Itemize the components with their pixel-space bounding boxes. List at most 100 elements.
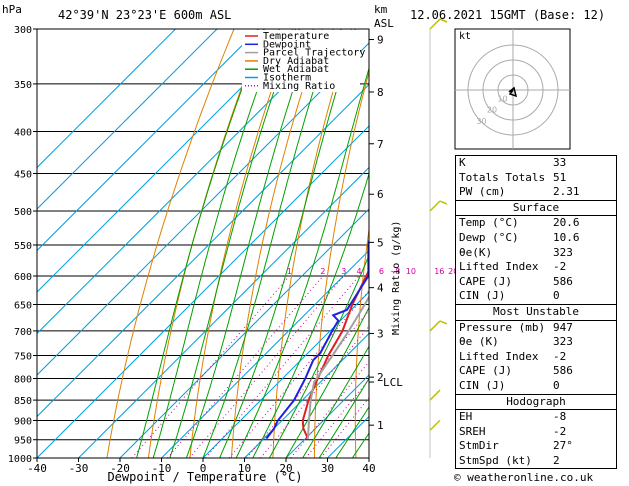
surface-row: CAPE (J) 586 — [456, 275, 616, 290]
most-unstable-label: CIN (J) — [459, 378, 506, 392]
surface-value: 0 — [553, 289, 560, 303]
hodograph-ring-label: 20 — [487, 106, 497, 115]
y-tick-label: 400 — [14, 128, 32, 139]
index-label: PW (cm) — [459, 185, 506, 199]
dry-adiabat-line — [230, 29, 323, 458]
most-unstable-value: 0 — [553, 378, 560, 392]
dry-adiabat-line — [106, 29, 235, 458]
wet-adiabat-line — [268, 254, 369, 458]
most-unstable-value: 947 — [553, 320, 573, 334]
wet-adiabat-line — [235, 66, 369, 458]
y-tick-label: 600 — [14, 272, 32, 283]
most-unstable-value: 323 — [553, 335, 573, 349]
km-tick-label: 4 — [377, 282, 384, 295]
wet-adiabat-line — [318, 377, 369, 458]
index-label: Totals Totals — [459, 170, 546, 184]
most-unstable-row: CAPE (J) 586 — [456, 364, 616, 379]
wet-adiabat-line — [219, 29, 356, 458]
y-tick-label: 1000 — [8, 454, 32, 465]
hodograph-stat-row: SREH -2 — [456, 425, 616, 440]
isotherm-line — [37, 29, 218, 210]
series-line-dewpoint — [265, 236, 369, 440]
hodograph-stat-label: StmDir — [459, 439, 499, 453]
index-row: Totals Totals 51 — [456, 171, 616, 186]
surface-row: θe(K) 323 — [456, 246, 616, 261]
km-tick-label: 5 — [377, 236, 384, 249]
mixing-ratio-label: 20 — [448, 267, 458, 276]
km-label: km — [374, 3, 388, 16]
isotherm-line — [37, 29, 301, 293]
wind-barb-flag — [439, 18, 448, 23]
surface-label: θe(K) — [459, 245, 493, 259]
isotherm-line — [37, 29, 259, 252]
mixing-ratio-label: 4 — [356, 267, 361, 276]
most-unstable-value: 586 — [553, 364, 573, 378]
mixing-ratio-label: 16 — [434, 267, 444, 276]
mixing-ratio-label: 8 — [395, 267, 400, 276]
hodograph-stat-row: StmDir 27° — [456, 439, 616, 454]
legend-box — [242, 30, 360, 92]
isotherm-line — [37, 29, 176, 169]
dry-adiabat-line — [189, 29, 294, 458]
km-tick-label: 1 — [377, 419, 384, 432]
y-tick-label: 900 — [14, 416, 32, 427]
index-row: K 33 — [456, 156, 616, 171]
surface-value: 20.6 — [553, 216, 580, 230]
x-tick-label: -40 — [27, 462, 47, 475]
index-row: PW (cm) 2.31 — [456, 185, 616, 200]
hodograph-stat-row: EH -8 — [456, 410, 616, 425]
hodograph-trace — [508, 86, 518, 98]
mixing-ratio-label: 3 — [341, 267, 346, 276]
most-unstable-label: Lifted Index — [459, 349, 539, 363]
datetime-title: 12.06.2021 15GMT (Base: 12) — [410, 8, 605, 22]
most-unstable-value: -2 — [553, 349, 567, 363]
x-tick-label: 40 — [362, 462, 375, 475]
hpa-label: hPa — [2, 3, 22, 16]
mixing-ratio-axis-label: Mixing Ratio (g/kg) — [391, 221, 402, 335]
hodograph-unit: kt — [459, 31, 471, 42]
hodograph-ring-label: 10 — [497, 94, 507, 103]
hodograph-stat-value: -8 — [553, 410, 567, 424]
series-line-temperature — [301, 267, 369, 440]
wind-barb — [429, 200, 441, 212]
km-tick-label: 9 — [377, 34, 384, 47]
wind-barb-flag — [439, 200, 448, 205]
mixing-ratio-label: 2 — [320, 267, 325, 276]
surface-label: Dewp (°C) — [459, 230, 519, 244]
dry-adiabat-line — [354, 226, 369, 458]
mixing-ratio-label: 6 — [379, 267, 384, 276]
isotherm-line — [244, 332, 369, 458]
hodograph-stat-value: 27° — [553, 439, 573, 453]
x-tick-label: -30 — [69, 462, 89, 475]
isotherm-line — [37, 29, 342, 335]
isotherm-line — [37, 125, 369, 458]
surface-row: CIN (J) 0 — [456, 289, 616, 304]
y-tick-label: 800 — [14, 374, 32, 385]
wet-adiabat-line — [202, 29, 334, 458]
wind-barb — [429, 320, 441, 332]
asl-label: ASL — [374, 17, 394, 30]
wet-adiabat-line — [152, 29, 280, 458]
y-tick-label: 450 — [14, 169, 32, 180]
km-tick-label: 8 — [377, 86, 384, 99]
hodograph-stat-value: -2 — [553, 424, 567, 438]
legend-label: Dry Adiabat — [263, 56, 329, 67]
index-value: 51 — [553, 170, 567, 184]
isotherm-line — [37, 42, 369, 376]
x-tick-label: 20 — [279, 462, 292, 475]
mixing-ratio-line — [205, 275, 360, 458]
hodograph-ring-label: 30 — [476, 117, 486, 126]
x-tick-label: -10 — [152, 462, 172, 475]
mixing-ratio-line — [189, 275, 345, 458]
dry-adiabat-line — [313, 70, 369, 458]
wet-adiabat-line — [252, 172, 369, 458]
legend-label: Temperature — [263, 31, 329, 42]
indices-panel: K 33 Totals Totals 51 PW (cm) 2.31 Surface Te… — [455, 155, 617, 470]
km-tick-label: 3 — [377, 327, 384, 340]
hodograph-stat-label: SREH — [459, 424, 486, 438]
most-unstable-row: Pressure (mb) 947 — [456, 321, 616, 336]
mixing-ratio-label: 10 — [406, 267, 416, 276]
